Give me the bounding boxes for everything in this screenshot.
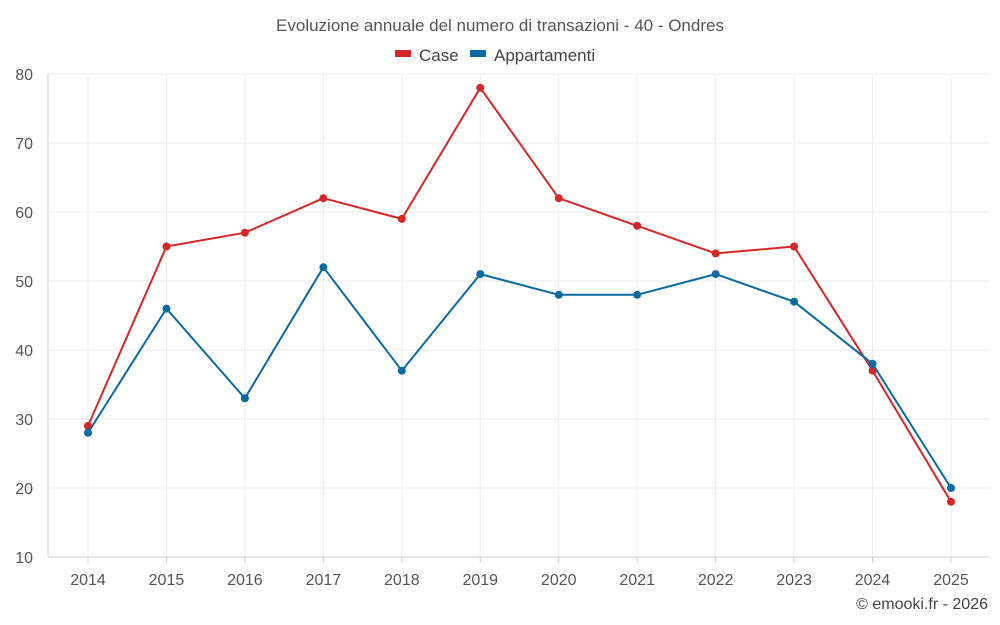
x-tick-label-2016: 2016 [227, 572, 263, 589]
data-point-case-2019 [476, 83, 485, 92]
x-tick-label-2015: 2015 [149, 572, 185, 589]
data-point-case-2022 [711, 249, 720, 258]
data-point-appartamenti-2015 [162, 304, 171, 313]
legend-swatch-case [395, 50, 411, 57]
data-point-case-2020 [554, 194, 563, 203]
series-line-appartamenti [87, 266, 952, 489]
data-point-case-2016 [240, 228, 249, 237]
legend-swatch-appartamenti [470, 50, 486, 57]
data-point-appartamenti-2019 [476, 270, 485, 279]
x-tick-label-2019: 2019 [462, 572, 498, 589]
x-axis: 2014 2015 2016 2017 2018 2019 2020 2021 2022 2023… [48, 556, 990, 589]
y-tick-label-70: 70 [15, 136, 33, 153]
x-tick-label-2021: 2021 [619, 572, 655, 589]
y-axis: 10 20 30 40 50 60 70 80 [15, 67, 49, 567]
y-tick-label-20: 20 [15, 481, 33, 498]
y-tick-label-80: 80 [15, 67, 33, 84]
data-point-case-2018 [397, 214, 406, 223]
series-line-case [87, 86, 952, 503]
data-point-appartamenti-2023 [790, 297, 799, 306]
data-point-case-2015 [162, 242, 171, 251]
y-tick-label-60: 60 [15, 205, 33, 222]
x-tick-label-2022: 2022 [698, 572, 734, 589]
copyright-credit: © emooki.fr - 2026 [856, 596, 988, 613]
data-point-appartamenti-2018 [397, 366, 406, 375]
x-tick-label-2023: 2023 [776, 572, 812, 589]
data-point-case-2021 [633, 221, 642, 230]
data-point-appartamenti-2024 [868, 359, 877, 368]
legend-item-appartamenti[interactable]: Appartamenti [470, 46, 595, 65]
x-tick-label-2014: 2014 [70, 572, 106, 589]
legend-label-case: Case [419, 46, 459, 65]
x-tick-label-2025: 2025 [933, 572, 969, 589]
data-point-appartamenti-2020 [554, 290, 563, 299]
data-point-case-2025 [947, 497, 955, 506]
data-point-appartamenti-2016 [240, 394, 249, 403]
y-tick-label-40: 40 [15, 343, 33, 360]
x-tick-label-2018: 2018 [384, 572, 420, 589]
data-point-appartamenti-2022 [711, 270, 720, 279]
chart-title: Evoluzione annuale del numero di transaz… [276, 16, 724, 35]
legend: Case Appartamenti [395, 46, 595, 65]
data-point-appartamenti-2014 [84, 428, 92, 437]
grid [48, 73, 990, 557]
data-point-appartamenti-2017 [319, 263, 328, 272]
series-appartamenti [84, 263, 955, 492]
legend-label-appartamenti: Appartamenti [494, 46, 595, 65]
x-tick-label-2020: 2020 [541, 572, 577, 589]
data-point-case-2017 [319, 194, 328, 203]
data-point-case-2023 [790, 242, 799, 251]
y-tick-label-30: 30 [15, 412, 33, 429]
x-tick-label-2017: 2017 [306, 572, 342, 589]
y-tick-label-10: 10 [15, 550, 33, 567]
y-tick-label-50: 50 [15, 274, 33, 291]
series-layer [84, 83, 955, 506]
series-case [84, 83, 955, 506]
data-point-appartamenti-2021 [633, 290, 642, 299]
x-tick-label-2024: 2024 [855, 572, 891, 589]
legend-item-case[interactable]: Case [395, 46, 459, 65]
data-point-appartamenti-2025 [947, 484, 955, 492]
